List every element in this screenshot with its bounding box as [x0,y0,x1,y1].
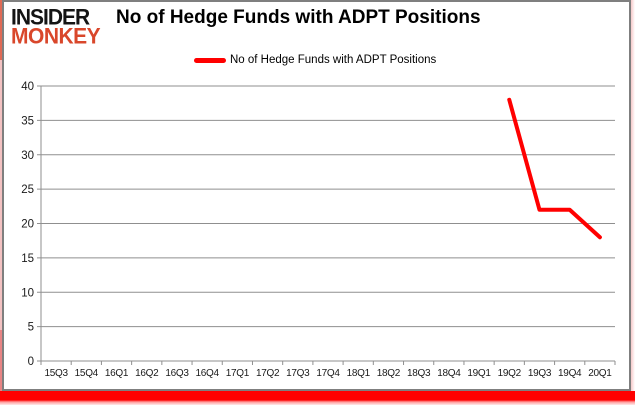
chart-container: INSIDER MONKEY No of Hedge Funds with AD… [2,0,631,391]
chart-title: No of Hedge Funds with ADPT Positions [116,7,481,28]
insider-monkey-logo: INSIDER MONKEY [11,5,101,49]
svg-text:16Q4: 16Q4 [196,368,220,379]
svg-text:20: 20 [21,219,34,231]
svg-text:19Q1: 19Q1 [467,368,491,379]
svg-text:35: 35 [21,115,34,127]
svg-text:16Q2: 16Q2 [135,368,159,379]
legend-label: No of Hedge Funds with ADPT Positions [230,54,437,66]
svg-text:0: 0 [28,356,34,368]
svg-text:18Q2: 18Q2 [377,368,401,379]
frame-right-border [631,0,635,405]
frame-bottom-border [0,391,635,405]
svg-text:25: 25 [21,184,34,196]
svg-text:19Q4: 19Q4 [558,368,582,379]
svg-text:17Q4: 17Q4 [316,368,340,379]
logo-text-insider: INSIDER [11,5,90,30]
legend: No of Hedge Funds with ADPT Positions [194,54,436,66]
legend-line-swatch [194,57,226,63]
svg-text:16Q3: 16Q3 [165,368,189,379]
svg-text:17Q3: 17Q3 [286,368,310,379]
svg-text:15Q4: 15Q4 [75,368,99,379]
svg-text:19Q3: 19Q3 [528,368,552,379]
svg-text:30: 30 [21,150,34,162]
logo-text-monkey: MONKEY [11,24,101,49]
svg-text:18Q1: 18Q1 [347,368,371,379]
svg-text:10: 10 [21,287,34,299]
svg-text:20Q1: 20Q1 [588,368,612,379]
svg-text:5: 5 [28,322,34,334]
svg-text:18Q4: 18Q4 [437,368,461,379]
svg-text:19Q2: 19Q2 [498,368,522,379]
svg-text:40: 40 [21,81,34,93]
svg-text:15Q3: 15Q3 [44,368,68,379]
svg-text:16Q1: 16Q1 [105,368,129,379]
svg-text:15: 15 [21,253,34,265]
svg-text:17Q2: 17Q2 [256,368,280,379]
line-chart-plot: 0 5 10 15 20 25 30 35 40 15Q3 15Q4 16Q1 16Q2 16Q3 16Q4… [21,81,616,379]
svg-text:18Q3: 18Q3 [407,368,431,379]
svg-text:17Q1: 17Q1 [226,368,250,379]
frame-left-border [0,0,3,405]
